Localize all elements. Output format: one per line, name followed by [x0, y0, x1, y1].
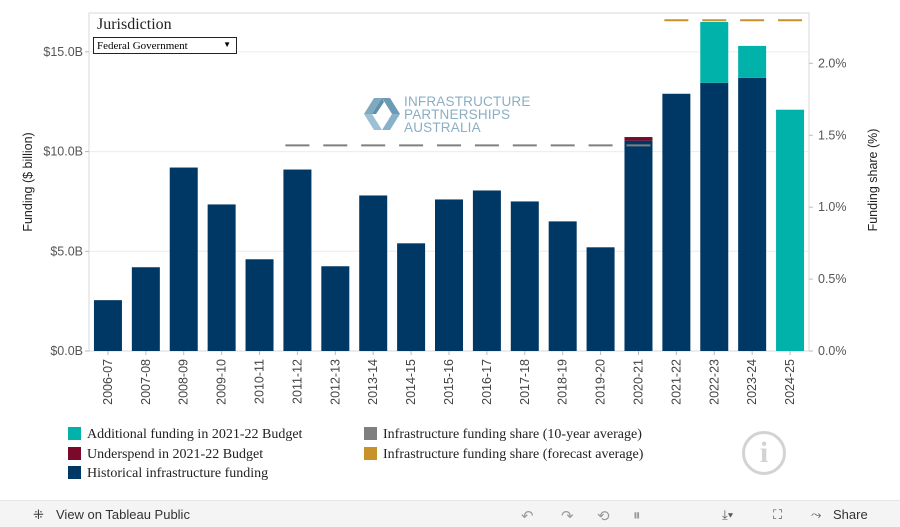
bar-additional-funding-in-2021-22-budget	[700, 21, 729, 83]
bar-historical-infrastructure-funding	[624, 140, 653, 351]
y-tick-label: $5.0B	[50, 244, 83, 258]
bar-additional-funding-in-2021-22-budget	[776, 109, 805, 351]
x-tick-label: 2019-20	[594, 359, 608, 405]
y2-tick-label: 2.0%	[818, 56, 847, 70]
bar-historical-infrastructure-funding	[397, 243, 426, 351]
y2-axis-title: Funding share (%)	[866, 129, 880, 232]
tableau-toolbar: ⁜ View on Tableau Public ↶ ↷ ⟲ ⏸ ⤓▾ ⛶ ⤳ …	[0, 500, 900, 527]
jurisdiction-dropdown[interactable]: Federal Government ▼	[93, 37, 237, 54]
revert-icon[interactable]: ⟲	[597, 508, 610, 525]
share-button[interactable]: Share	[833, 507, 868, 522]
y2-tick-label: 1.5%	[818, 128, 847, 142]
logo-line-3: AUSTRALIA	[404, 120, 481, 135]
bar-historical-infrastructure-funding	[245, 259, 274, 351]
bar-historical-infrastructure-funding	[700, 82, 729, 351]
download-icon[interactable]: ⤓▾	[722, 507, 734, 522]
legend-label: Infrastructure funding share (10-year av…	[383, 427, 642, 442]
legend-label: Historical infrastructure funding	[87, 466, 269, 481]
y-tick-label: $10.0B	[43, 145, 83, 159]
bar-historical-infrastructure-funding	[207, 204, 236, 351]
bar-historical-infrastructure-funding	[510, 201, 539, 351]
x-tick-label: 2014-15	[404, 359, 418, 405]
x-tick-label: 2007-08	[139, 359, 153, 405]
x-tick-label: 2016-17	[480, 359, 494, 405]
bar-historical-infrastructure-funding	[738, 77, 767, 351]
info-icon[interactable]: i	[742, 431, 786, 475]
x-tick-label: 2009-10	[215, 359, 229, 405]
share-icon[interactable]: ⤳	[811, 507, 822, 522]
undo-icon[interactable]: ↶	[521, 508, 534, 525]
bar-historical-infrastructure-funding	[548, 221, 577, 351]
bar-historical-infrastructure-funding	[321, 266, 350, 351]
y-axis-title: Funding ($ billion)	[21, 132, 35, 231]
bar-additional-funding-in-2021-22-budget	[738, 45, 767, 78]
pause-icon[interactable]: ⏸	[633, 507, 641, 524]
jurisdiction-selected-value: Federal Government	[97, 40, 188, 52]
legend-swatch	[68, 466, 81, 479]
funding-chart: $0.0B $5.0B $10.0B $15.0B 0.0% 0.5% 1.0% 1.5% 2.…	[21, 12, 880, 405]
legend-swatch	[364, 427, 377, 440]
bar-historical-infrastructure-funding	[93, 300, 122, 351]
y2-tick-label: 0.5%	[818, 272, 847, 286]
legend-label: Infrastructure funding share (forecast a…	[383, 446, 644, 462]
bar-historical-infrastructure-funding	[586, 247, 615, 351]
tableau-logo-icon: ⁜	[33, 507, 44, 522]
bar-historical-infrastructure-funding	[169, 167, 198, 351]
x-tick-label: 2017-18	[518, 359, 532, 405]
legend-swatch	[68, 427, 81, 440]
ipa-logo: INFRASTRUCTURE PARTNERSHIPS AUSTRALIA	[362, 94, 542, 134]
y-tick-label: $0.0B	[50, 344, 83, 358]
view-on-tableau-link[interactable]: View on Tableau Public	[56, 507, 190, 522]
bar-historical-infrastructure-funding	[359, 195, 388, 351]
legend-label: Additional funding in 2021-22 Budget	[87, 427, 303, 442]
bar-historical-infrastructure-funding	[283, 169, 312, 351]
x-tick-label: 2024-25	[783, 359, 797, 405]
x-tick-label: 2006-07	[101, 359, 115, 405]
bar-historical-infrastructure-funding	[662, 93, 691, 352]
chevron-down-icon: ▼	[223, 40, 231, 49]
bar-historical-infrastructure-funding	[472, 190, 501, 351]
bar-historical-infrastructure-funding	[131, 267, 160, 351]
legend-swatch	[68, 446, 81, 460]
y2-tick-label: 1.0%	[818, 200, 847, 214]
ipa-logo-icon	[364, 98, 400, 130]
x-tick-label: 2023-24	[745, 359, 759, 405]
legend-label: Underspend in 2021-22 Budget	[87, 446, 264, 462]
jurisdiction-title: Jurisdiction	[97, 16, 172, 33]
x-tick-label: 2011-12	[290, 359, 304, 404]
bar-underspend-in-2021-22-budget	[624, 137, 653, 141]
x-tick-label: 2008-09	[177, 359, 191, 405]
logo-line-1: INFRASTRUCTURE	[404, 94, 531, 109]
y-tick-label: $15.0B	[43, 45, 83, 59]
x-tick-label: 2021-22	[669, 359, 683, 405]
fullscreen-icon[interactable]: ⛶	[773, 507, 783, 522]
logo-line-2: PARTNERSHIPS	[404, 107, 511, 122]
x-tick-label: 2022-23	[707, 359, 721, 405]
y2-tick-label: 0.0%	[818, 344, 847, 358]
x-tick-label: 2012-13	[328, 359, 342, 405]
x-tick-label: 2020-21	[631, 359, 645, 405]
bar-historical-infrastructure-funding	[435, 199, 463, 351]
redo-icon[interactable]: ↷	[561, 508, 574, 525]
x-tick-label: 2010-11	[253, 359, 267, 404]
legend-swatch	[364, 446, 377, 460]
x-tick-label: 2013-14	[366, 359, 380, 405]
x-tick-label: 2018-19	[556, 359, 570, 405]
x-tick-label: 2015-16	[442, 359, 456, 405]
